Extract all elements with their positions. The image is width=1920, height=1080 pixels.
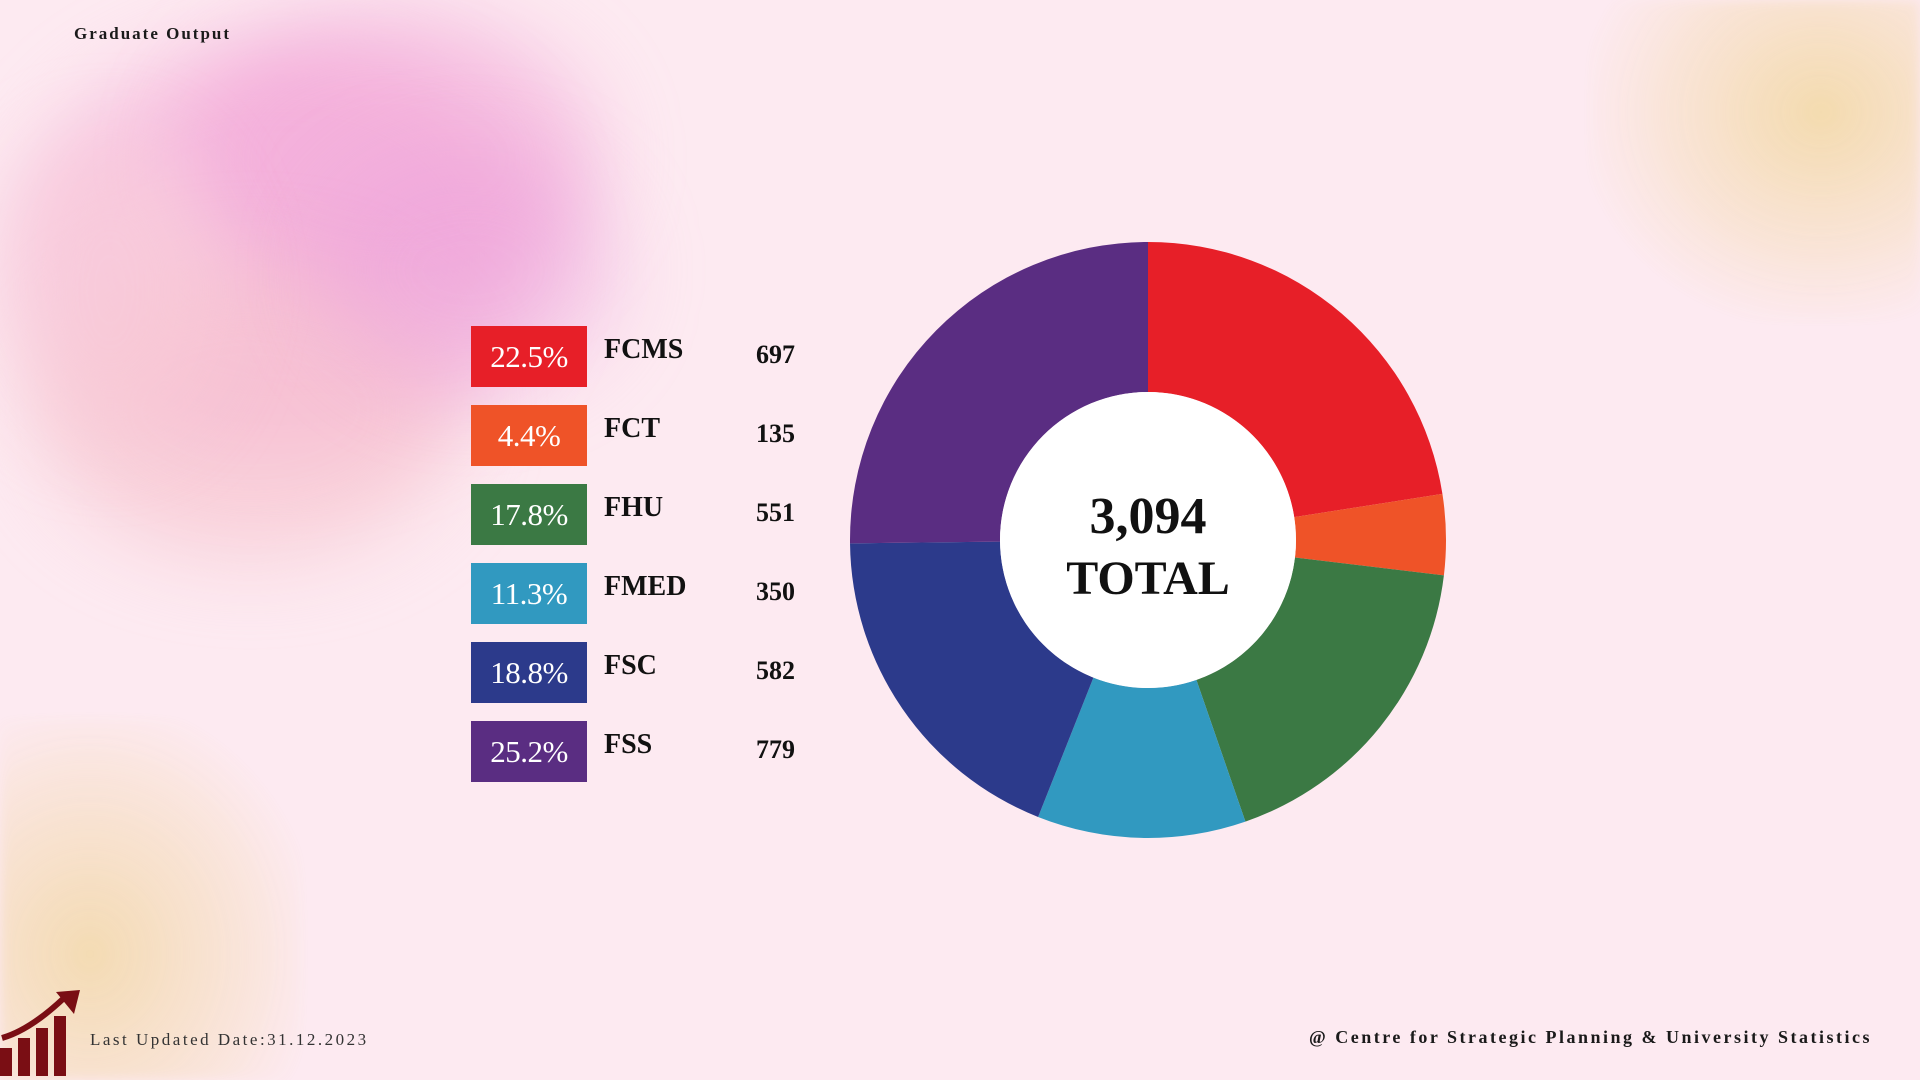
donut-slice-fmed <box>1038 677 1246 838</box>
legend-item: 4.4% FCT 135 <box>471 405 831 466</box>
total-value: 3,094 <box>1090 488 1207 545</box>
donut-slice-fss <box>850 242 1148 544</box>
legend-label: FCT <box>604 413 660 444</box>
legend-value: 697 <box>756 340 795 369</box>
legend-percent-badge: 17.8% <box>471 484 587 545</box>
legend-value: 582 <box>756 656 795 685</box>
legend-value: 135 <box>756 419 795 448</box>
legend-value: 779 <box>756 735 795 764</box>
legend-label: FCMS <box>604 334 684 365</box>
legend-label: FSS <box>604 729 653 760</box>
credit-text: @ Centre for Strategic Planning & Univer… <box>1308 1027 1872 1047</box>
total-label: TOTAL <box>1066 552 1230 605</box>
legend-percent-badge: 25.2% <box>471 721 587 782</box>
growth-chart-icon <box>0 990 80 1076</box>
donut-slice-fhu <box>1196 557 1444 822</box>
legend-item: 11.3% FMED 350 <box>471 563 831 624</box>
legend-percent-badge: 4.4% <box>471 405 587 466</box>
legend-value: 551 <box>756 498 795 527</box>
legend-percent-badge: 22.5% <box>471 326 587 387</box>
legend-percent-badge: 18.8% <box>471 642 587 703</box>
legend-value: 350 <box>756 577 795 606</box>
legend-item: 17.8% FHU 551 <box>471 484 831 545</box>
donut-slice-fsc <box>850 541 1094 817</box>
donut-center <box>1000 392 1296 688</box>
legend-item: 18.8% FSC 582 <box>471 642 831 703</box>
donut-slice-fcms <box>1148 242 1443 518</box>
legend-item: 22.5% FCMS 697 <box>471 326 831 387</box>
legend-label: FMED <box>604 571 687 602</box>
legend-label: FSC <box>604 650 657 681</box>
last-updated-text: Last Updated Date:31.12.2023 <box>90 1030 369 1049</box>
page-title: Graduate Output <box>74 24 232 43</box>
legend-percent-badge: 11.3% <box>471 563 587 624</box>
legend-item: 25.2% FSS 779 <box>471 721 831 782</box>
legend-label: FHU <box>604 492 664 523</box>
donut-slice-fct <box>1294 493 1446 576</box>
